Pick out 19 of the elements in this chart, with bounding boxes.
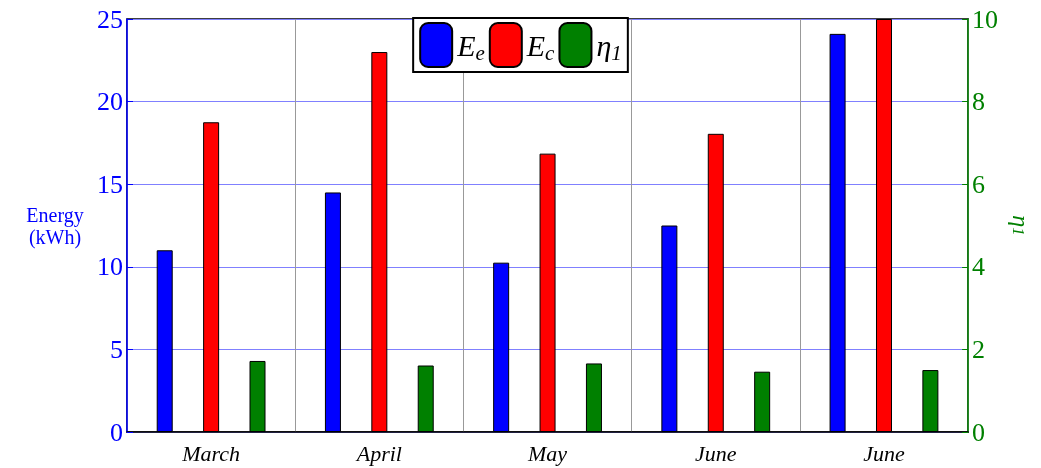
y-tick-label: 10: [97, 252, 123, 282]
y2-axis-title: η1: [1008, 215, 1034, 236]
y-tick-label: 15: [97, 169, 123, 199]
y-axis-title: Energy (kWh): [26, 203, 84, 249]
y2-tick-label: 0: [972, 417, 986, 447]
x-tick-label: June: [695, 440, 737, 466]
y-tick-label: 5: [110, 334, 123, 364]
y2-tick-label: 8: [972, 87, 986, 117]
y2-tick-label: 10: [972, 4, 999, 34]
y-tick-label: 25: [97, 4, 123, 34]
y2-tick-label: 4: [972, 252, 986, 282]
x-tick-label: March: [181, 440, 241, 466]
x-tick-label: April: [354, 440, 402, 466]
y2-tick-label: 6: [972, 169, 986, 199]
x-tick-label: May: [527, 440, 568, 466]
x-tick-label: June: [863, 440, 905, 466]
y2-tick-label: 2: [972, 334, 986, 364]
y-tick-label: 20: [97, 87, 123, 117]
y-tick-label: 0: [110, 417, 123, 447]
